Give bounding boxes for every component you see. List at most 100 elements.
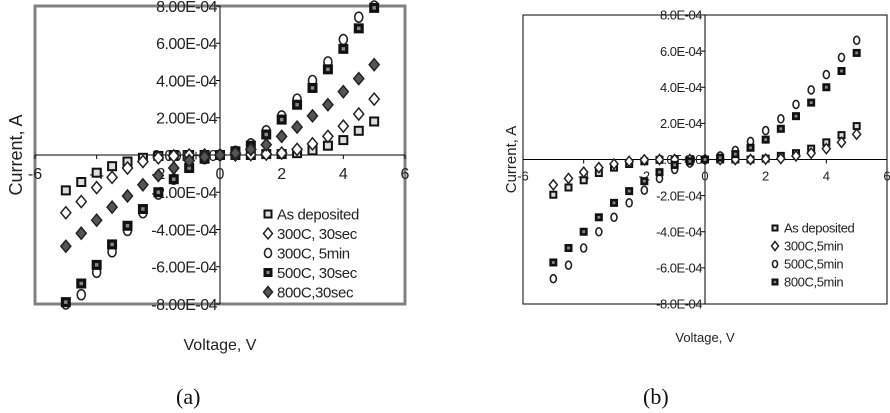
marker-inner [773,280,777,284]
marker-inner [597,215,601,219]
data-point [807,98,816,107]
marker-outer [639,153,650,167]
marker-outer [152,168,165,183]
marker-outer [352,71,365,86]
marker-outer [549,273,558,284]
data-point [579,227,588,236]
marker-inner [855,51,859,55]
x-axis-label: Voltage, V [184,337,257,354]
marker-outer [321,129,334,144]
y-tick-label: -6.00E-04 [151,260,217,277]
marker-outer [837,52,846,63]
data-point [137,204,148,215]
data-point [369,116,380,127]
data-point [244,142,257,157]
legend-marker [771,224,779,232]
data-point [152,150,165,165]
legend-marker [263,268,273,277]
data-point [107,239,118,250]
marker-outer [121,188,134,204]
data-point [792,112,800,121]
data-point [578,165,589,179]
data-point [291,142,304,157]
marker-inner [642,179,646,183]
marker-outer [275,129,288,144]
x-tick-label: -6 [517,169,529,184]
marker-outer [822,69,831,80]
panel-label-b: (b) [643,384,669,409]
data-point [639,153,650,167]
marker-outer [806,146,817,160]
marker-inner [840,69,843,73]
y-tick-label: -8.00E-04 [151,297,217,314]
marker-outer [229,145,242,161]
marker-outer [564,183,573,192]
data-point [776,124,785,133]
data-point [807,85,815,95]
data-point [549,190,558,199]
x-tick-label: 6 [401,166,410,183]
y-tick-label: -8.0E-04 [656,297,702,312]
marker-outer [777,114,785,124]
data-point [76,177,87,188]
marker-outer [76,288,87,301]
marker-outer [353,125,364,136]
legend-entry: 300C,5min [784,239,843,254]
marker-outer [262,226,274,241]
marker-inner [187,166,191,170]
marker-inner [372,6,376,10]
marker-outer [775,152,786,165]
legend-marker [771,278,779,286]
data-point [337,118,350,134]
data-point [610,198,618,207]
data-point [791,149,801,163]
data-point [60,185,71,196]
marker-outer [640,185,649,196]
legend-entry: 500C,5min [784,257,843,272]
x-tick-label: -2 [639,169,651,184]
y-tick-label: 8.00E-04 [156,0,218,16]
marker-inner [749,146,752,150]
data-point [261,129,272,140]
data-point [746,143,755,152]
marker-outer [549,190,558,199]
data-point [685,157,694,166]
data-point [837,52,846,63]
marker-outer [791,149,801,163]
data-point [654,153,665,166]
legend-entry: 300C, 30sec [277,226,358,243]
marker-inner [551,261,555,264]
marker-outer [579,243,588,253]
legend-entry: 300C, 5min [277,245,350,262]
data-point [292,99,303,110]
x-tick-label: 6 [883,169,890,184]
data-point [731,150,740,159]
legend-marker [262,226,274,241]
data-point [594,213,603,222]
data-point [822,83,831,92]
y-tick-label: 4.00E-04 [156,73,218,90]
marker-outer [760,152,771,166]
marker-outer [353,11,364,23]
data-point [260,137,273,152]
y-tick-label: 6.00E-04 [156,36,218,53]
data-point [624,155,635,168]
data-point [198,149,211,165]
data-point [579,243,588,253]
marker-inner [266,270,270,275]
data-point [716,153,725,162]
y-tick-label: -2.0E-04 [656,188,702,203]
data-point [321,97,334,112]
marker-inner [567,246,570,250]
data-point [761,125,770,136]
marker-outer [792,99,800,110]
data-point [745,153,756,166]
marker-outer [807,85,815,95]
data-point [806,146,817,160]
marker-outer [821,142,832,155]
marker-outer [107,161,118,172]
marker-inner [673,163,677,167]
data-point [625,198,633,208]
data-point [183,153,196,168]
